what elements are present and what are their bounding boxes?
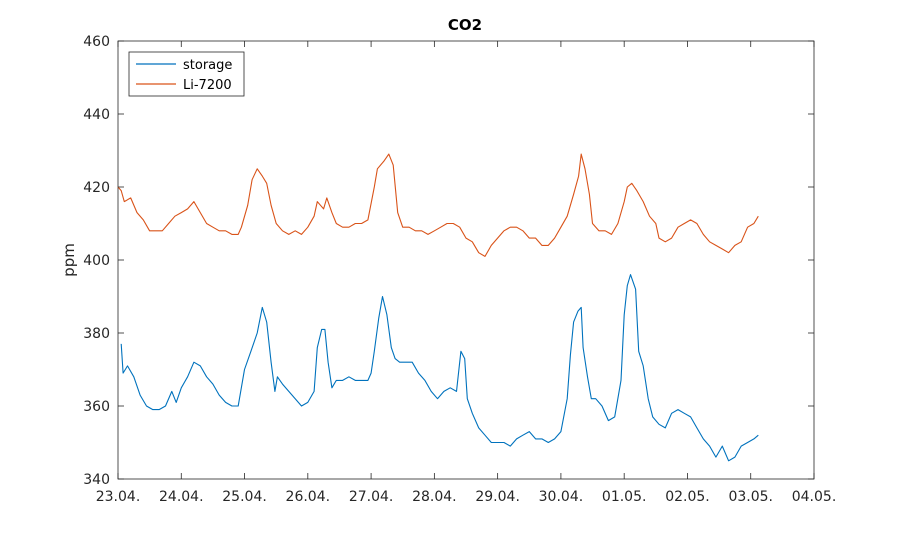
y-tick-label: 360 [83,399,110,415]
legend-label-li-7200: Li-7200 [183,78,232,93]
x-tick-label: 24.04. [159,489,204,505]
series-line-li-7200 [117,153,759,257]
y-tick-label: 460 [83,34,110,50]
series-line-storage [120,274,759,462]
y-axis: 340 360 380 400 420 440 460 [83,34,814,488]
legend: storage Li-7200 [128,51,245,97]
plot-frame [117,40,815,480]
y-tick-label: 420 [83,180,110,196]
x-tick-label: 04.05. [792,489,837,505]
x-tick-label: 26.04. [286,489,331,505]
y-tick-label: 380 [83,326,110,342]
legend-box [128,51,245,97]
plot-area [117,40,815,480]
x-tick-label: 27.04. [349,489,394,505]
series-layer [117,153,759,462]
y-tick-label: 440 [83,107,110,123]
x-tick-label: 28.04. [412,489,457,505]
x-tick-label: 30.04. [539,489,584,505]
x-tick-label: 01.05. [602,489,647,505]
x-tick-label: 25.04. [222,489,267,505]
x-tick-label: 03.05. [728,489,773,505]
x-axis: 23.04. 24.04. 25.04. 26.04. 27.04. 28.04. 29.0… [96,41,837,505]
x-tick-label: 29.04. [475,489,520,505]
y-tick-label: 400 [83,253,110,269]
legend-label-storage: storage [183,58,232,73]
chart-title: CO2 [448,16,482,34]
y-tick-label: 340 [83,472,110,488]
x-tick-label: 23.04. [96,489,141,505]
x-tick-label: 02.05. [665,489,710,505]
y-axis-label: ppm [60,243,78,277]
